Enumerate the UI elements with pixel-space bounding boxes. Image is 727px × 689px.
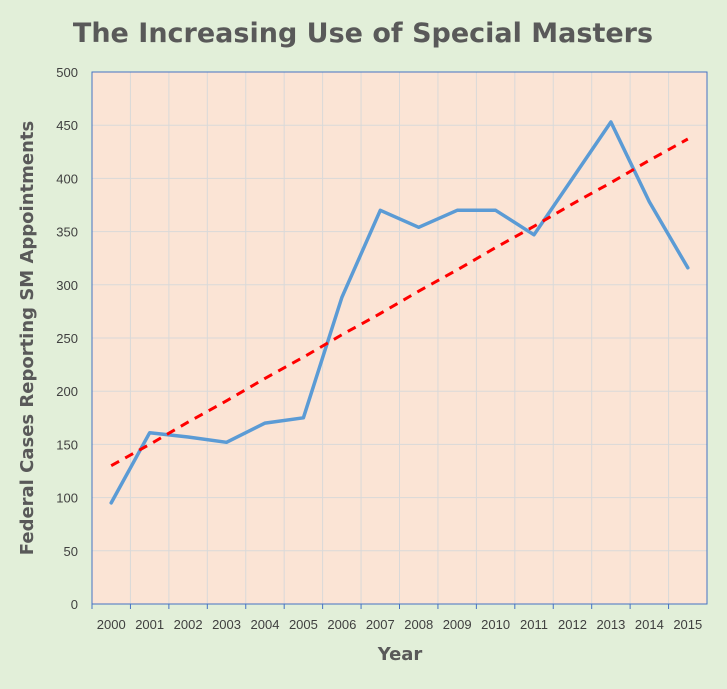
x-tick-label: 2002 <box>174 617 203 632</box>
y-tick-label: 400 <box>56 171 78 186</box>
gridlines <box>92 71 707 604</box>
x-tick-label: 2000 <box>97 617 126 632</box>
y-tick-label: 50 <box>64 544 78 559</box>
y-tick-label: 0 <box>71 597 78 612</box>
x-tick-label: 2003 <box>212 617 241 632</box>
x-tick-label: 2008 <box>404 617 433 632</box>
x-tick-label: 2009 <box>443 617 472 632</box>
x-tick-label: 2013 <box>596 617 625 632</box>
x-tick-label: 2005 <box>289 617 318 632</box>
x-tick-label: 2001 <box>135 617 164 632</box>
x-tick-label: 2007 <box>366 617 395 632</box>
plot-border <box>91 71 708 605</box>
x-tick-label: 2011 <box>520 617 548 632</box>
y-tick-label: 150 <box>56 437 78 452</box>
series-layer <box>109 120 690 505</box>
x-tick-label: 2010 <box>481 617 510 632</box>
tick-labels: 0 50 100 150 200 250 300 350 400 450 500 2000 2001 20… <box>56 65 702 632</box>
y-tick-label: 250 <box>56 331 78 346</box>
y-axis-title: Federal Cases Reporting SM Appointments <box>17 121 38 555</box>
chart-title: The Increasing Use of Special Masters <box>73 18 653 49</box>
trendline-series <box>110 137 689 468</box>
axes <box>91 71 708 609</box>
y-tick-label: 350 <box>56 225 78 240</box>
x-tick-label: 2004 <box>251 617 280 632</box>
y-tick-label: 100 <box>56 491 78 506</box>
x-tick-label: 2012 <box>558 617 587 632</box>
y-tick-label: 450 <box>56 118 78 133</box>
y-tick-label: 200 <box>56 384 78 399</box>
y-tick-label: 300 <box>56 278 78 293</box>
data-series-line <box>109 120 690 505</box>
x-axis-title: Year <box>377 644 423 665</box>
x-tick-label: 2006 <box>327 617 356 632</box>
x-tick-label: 2014 <box>635 617 664 632</box>
y-tick-label: 500 <box>56 65 78 80</box>
x-tick-label: 2015 <box>673 617 702 632</box>
